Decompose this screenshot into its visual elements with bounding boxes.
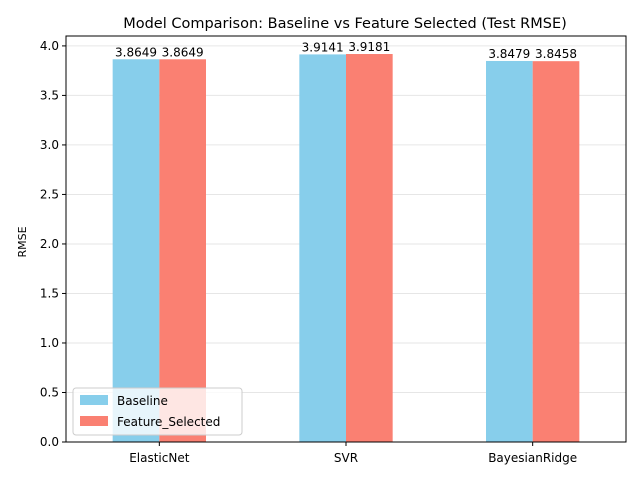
bar bbox=[159, 59, 206, 442]
data-label: 3.8458 bbox=[535, 47, 577, 61]
legend-box bbox=[72, 387, 243, 436]
x-tick-label: BayesianRidge bbox=[488, 451, 577, 465]
y-tick-label: 0.0 bbox=[40, 435, 59, 449]
y-tick-label: 0.5 bbox=[40, 385, 59, 399]
bar bbox=[346, 54, 393, 442]
x-tick-label: ElasticNet bbox=[129, 451, 190, 465]
y-tick-label: 2.0 bbox=[40, 237, 59, 251]
y-tick-label: 2.5 bbox=[40, 187, 59, 201]
data-label: 3.8649 bbox=[162, 45, 204, 59]
y-axis-ticks: 0.0 0.5 1.0 1.5 2.0 2.5 3.0 3.5 4.0 bbox=[40, 39, 66, 449]
y-tick-label: 1.5 bbox=[40, 286, 59, 300]
y-tick-label: 1.0 bbox=[40, 336, 59, 350]
x-tick-label: SVR bbox=[334, 451, 358, 465]
legend-swatch bbox=[80, 416, 108, 426]
bar bbox=[532, 61, 580, 443]
bar bbox=[112, 59, 160, 442]
legend-swatch bbox=[80, 395, 108, 405]
data-label: 3.9141 bbox=[302, 40, 344, 54]
bar bbox=[299, 54, 346, 443]
legend: Baseline Feature_Selected bbox=[72, 387, 243, 436]
bar bbox=[486, 60, 533, 442]
bars bbox=[112, 54, 580, 443]
y-tick-label: 3.0 bbox=[40, 138, 59, 152]
data-labels: 3.8649 3.8649 3.9141 3.9181 3.8479 3.8458 bbox=[115, 40, 577, 61]
y-tick-label: 4.0 bbox=[40, 39, 59, 53]
legend-entry: Baseline bbox=[117, 394, 168, 408]
data-label: 3.8649 bbox=[115, 45, 157, 59]
x-axis-ticks: ElasticNet SVR BayesianRidge bbox=[129, 442, 577, 465]
y-axis-label: RMSE bbox=[16, 226, 29, 257]
chart-title: Model Comparison: Baseline vs Feature Se… bbox=[123, 16, 567, 32]
y-tick-label: 3.5 bbox=[40, 88, 59, 102]
data-label: 3.9181 bbox=[348, 40, 390, 54]
legend-entry: Feature_Selected bbox=[117, 415, 220, 429]
data-label: 3.8479 bbox=[488, 47, 530, 61]
